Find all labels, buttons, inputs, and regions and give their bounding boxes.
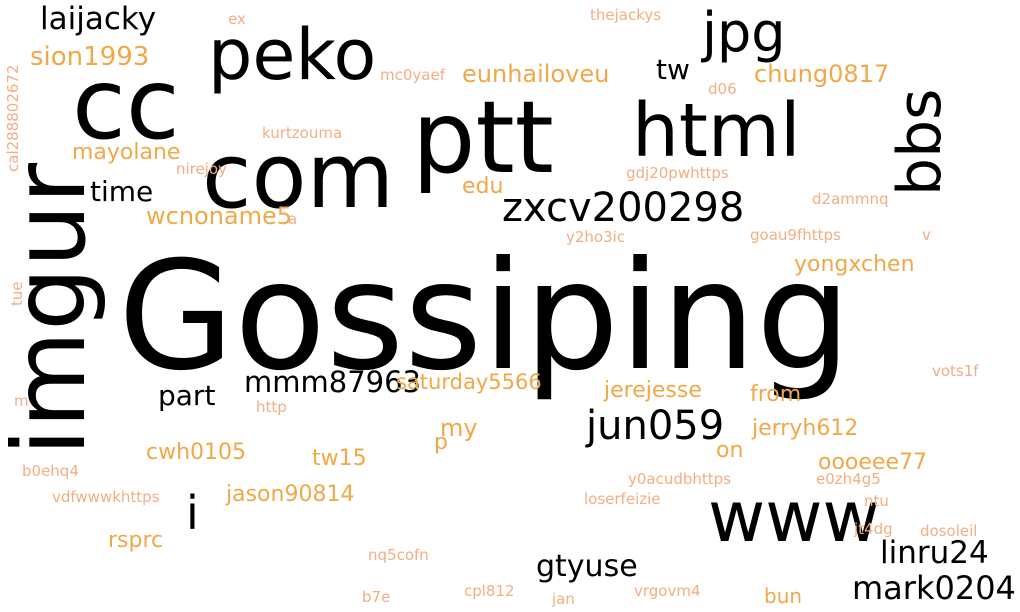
word: i — [186, 486, 199, 540]
word: rsprc — [108, 528, 164, 553]
word: saturday5566 — [396, 370, 542, 394]
word: loserfeizie — [584, 490, 661, 508]
word: mc0yaef — [380, 66, 445, 84]
word: d2ammnq — [812, 190, 889, 208]
word: imgur — [0, 162, 108, 456]
word: linru24 — [880, 535, 989, 571]
word: jerryh612 — [752, 416, 859, 441]
word: jason90814 — [226, 482, 355, 507]
word: b0ehq4 — [22, 462, 79, 480]
word: edu — [462, 174, 504, 199]
word: laijacky — [40, 1, 157, 37]
word: vrgovm4 — [634, 582, 701, 600]
word: gdj20pwhttps — [626, 164, 729, 182]
word: wcnoname5 — [146, 202, 293, 230]
word: mayolane — [72, 140, 181, 165]
word: http — [256, 398, 287, 416]
word: jan — [552, 590, 575, 608]
word: cpl812 — [464, 582, 515, 600]
word: ntu — [864, 492, 889, 510]
word: nq5cofn — [368, 546, 429, 564]
word: kurtzouma — [262, 124, 343, 142]
word: jpg — [702, 1, 786, 64]
word: gtyuse — [536, 549, 638, 584]
word: zxcv200298 — [502, 185, 745, 231]
word: time — [90, 175, 154, 208]
word: jt4dg — [854, 520, 893, 538]
word: y0acudbhttps — [628, 470, 732, 488]
word: thejackys — [590, 6, 662, 24]
word: d06 — [708, 80, 737, 98]
word: peko — [208, 14, 377, 96]
word: Gossiping — [118, 230, 852, 404]
word: on — [716, 438, 744, 463]
word: mark0204 — [852, 569, 1016, 607]
word: oooeee77 — [818, 450, 927, 475]
word: vdfwwwkhttps — [52, 488, 160, 506]
word: jerejesse — [604, 378, 702, 403]
word: cwh0105 — [146, 440, 247, 465]
word: dosoleil — [920, 522, 978, 540]
word: ex — [228, 10, 246, 28]
word: bun — [764, 584, 803, 608]
word: nirejoy — [176, 160, 227, 178]
word: ptt — [412, 79, 554, 196]
word: goau9fhttps — [750, 226, 841, 244]
word: yongxchen — [794, 252, 915, 277]
word: jun059 — [586, 403, 725, 449]
word: tue — [8, 281, 26, 306]
word: tw15 — [312, 446, 367, 471]
word: mmm87963 — [244, 365, 422, 399]
word: a — [288, 210, 298, 228]
word: v — [922, 226, 931, 244]
word: chung0817 — [754, 60, 890, 88]
word: p — [434, 430, 448, 455]
word: vots1f — [932, 362, 979, 380]
word: b7e — [362, 588, 391, 606]
word: www — [708, 476, 880, 558]
word: bbs — [885, 88, 955, 196]
word: cal288802672 — [4, 64, 22, 173]
word: e0zh4g5 — [816, 470, 881, 488]
word: cc — [72, 48, 180, 162]
word: eunhailoveu — [462, 60, 610, 88]
word: sion1993 — [30, 42, 150, 72]
word: tw — [656, 53, 690, 86]
word: m — [14, 392, 29, 410]
word: y2ho3ic — [566, 228, 626, 246]
word: part — [158, 379, 216, 412]
word: my — [440, 414, 478, 442]
word: com — [202, 124, 395, 229]
word: from — [750, 382, 802, 407]
word: html — [632, 88, 801, 174]
